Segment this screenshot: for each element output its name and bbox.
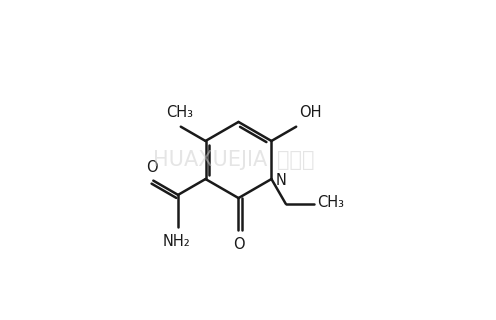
Text: O: O [146,160,158,175]
Text: NH₂: NH₂ [163,234,190,249]
Text: CH₃: CH₃ [317,195,344,210]
Text: HUAXUEJIA: HUAXUEJIA [153,150,267,170]
Text: CH₃: CH₃ [166,105,193,120]
Text: N: N [276,173,287,188]
Text: 化学加: 化学加 [277,150,314,170]
Text: OH: OH [299,105,321,120]
Text: O: O [233,237,245,252]
